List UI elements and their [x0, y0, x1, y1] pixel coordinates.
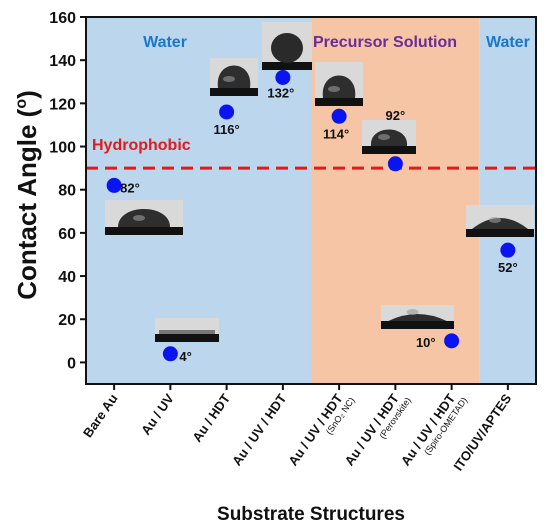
- droplet: [217, 65, 251, 88]
- y-axis-title-sup: o: [13, 99, 30, 109]
- data-label-5: 114°: [323, 126, 349, 141]
- x-axis-title: Substrate Structures: [217, 504, 405, 525]
- y-tick-label: 120: [49, 96, 76, 113]
- y-axis-title: Contact Angle (o): [12, 90, 42, 300]
- region-label-2: Precursor Solution: [313, 34, 457, 51]
- x-tick-label-1: Bare Au: [80, 391, 121, 440]
- droplet-photo-8: [466, 205, 534, 237]
- data-points: 82° 4° 116° 132° 114° 92° 10° 52°: [106, 69, 518, 364]
- data-point-6: [387, 156, 403, 172]
- y-tick-label: 80: [58, 183, 76, 200]
- droplet-highlight: [406, 309, 419, 315]
- droplet-substrate: [210, 88, 258, 96]
- droplet-photo-3: [210, 58, 258, 96]
- data-label-8: 52°: [498, 260, 518, 275]
- data-point-3: [219, 104, 235, 120]
- threshold-label: Hydrophobic: [92, 137, 191, 154]
- droplet-photo-1: [105, 200, 183, 235]
- droplet-substrate: [155, 334, 219, 342]
- droplet-photo-7: [381, 305, 454, 329]
- region-3: [479, 17, 536, 384]
- data-point-8: [500, 242, 516, 258]
- hydrophobic-threshold: Hydrophobic: [86, 137, 536, 170]
- y-tick-label: 60: [58, 226, 76, 243]
- droplet: [271, 33, 303, 63]
- droplet: [388, 314, 447, 321]
- droplet-highlight: [133, 215, 145, 221]
- droplet: [472, 218, 528, 229]
- region-label-3: Water: [486, 34, 530, 51]
- y-axis-title-end: ): [12, 90, 42, 99]
- data-point-7: [444, 333, 460, 349]
- background-regions: Water Precursor Solution Water: [86, 17, 536, 384]
- plot-frame: [85, 16, 537, 385]
- droplet-photo-4: [262, 22, 312, 70]
- data-point-1: [106, 177, 122, 193]
- data-label-7: 10°: [416, 335, 436, 350]
- y-tick-label: 140: [49, 53, 76, 70]
- data-label-3: 116°: [214, 122, 240, 137]
- droplet-photo-6: [362, 120, 416, 154]
- droplet-substrate: [105, 227, 183, 235]
- y-tick-label: 20: [58, 312, 76, 329]
- droplet-substrate: [262, 62, 312, 70]
- x-tick-label-3: Au / HDT: [189, 391, 233, 445]
- x-tick-label-4: Au / UV / HDT: [229, 391, 289, 468]
- droplet-highlight: [378, 134, 390, 140]
- droplet-substrate: [381, 321, 454, 329]
- droplet-highlight: [223, 76, 235, 82]
- droplet-photo-2: [155, 318, 219, 342]
- droplet-highlight: [489, 217, 501, 223]
- droplet: [159, 330, 215, 334]
- data-label-4: 132°: [267, 85, 294, 100]
- droplet-substrate: [315, 98, 363, 106]
- y-axis-title-main: Contact Angle (: [12, 108, 42, 299]
- region-label-1: Water: [143, 34, 187, 51]
- data-point-2: [162, 346, 178, 362]
- y-tick-label: 0: [67, 355, 76, 372]
- y-tick-label: 100: [49, 140, 76, 157]
- droplet-substrate: [362, 146, 416, 154]
- droplet: [322, 75, 356, 98]
- data-label-6: 92°: [386, 108, 406, 123]
- data-point-5: [331, 108, 347, 124]
- x-tick-label-2: Au / UV: [138, 391, 177, 438]
- droplet-photos: [105, 22, 534, 342]
- y-tick-label: 40: [58, 269, 76, 286]
- data-label-1: 82°: [120, 180, 140, 195]
- data-label-2: 4°: [179, 349, 191, 364]
- data-point-4: [275, 69, 291, 85]
- y-tick-label: 160: [49, 10, 76, 27]
- droplet-photo-5: [315, 62, 363, 106]
- droplet-substrate: [466, 229, 534, 237]
- droplet-highlight: [328, 86, 340, 92]
